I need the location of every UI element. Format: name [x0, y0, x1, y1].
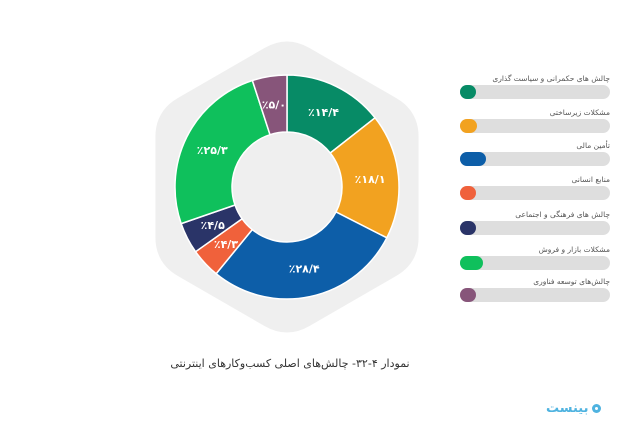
chart-caption: نمودار ۴-۳۲- چالش‌های اصلی کسب‌وکارهای ا… — [170, 357, 410, 370]
donut-slice-3 — [215, 210, 388, 300]
legend-label: مشکلات بازار و فروش — [538, 245, 610, 254]
slice-label-2: ٪۱۸/۱ — [355, 173, 386, 186]
legend-track — [460, 85, 610, 99]
legend-item: چالش های فرهنگی و اجتماعی — [460, 195, 610, 235]
donut-slice-7 — [251, 74, 288, 136]
slice-label-6: ٪۲۵/۳ — [197, 144, 228, 157]
slice-label-3: ٪۲۸/۴ — [289, 263, 320, 276]
legend-track — [460, 256, 610, 270]
brand-logo: بینست — [546, 400, 601, 416]
legend-track — [460, 186, 610, 200]
brand-logo-text: بینست — [546, 400, 589, 416]
slice-label-1: ٪۱۴/۴ — [308, 106, 339, 119]
legend-fill — [460, 85, 476, 99]
slice-label-4: ٪۴/۳ — [214, 238, 238, 251]
legend-label: چالش‌های توسعه فناوری — [533, 277, 610, 286]
dot-icon — [591, 403, 601, 413]
legend-track — [460, 152, 610, 166]
donut-slice-6 — [174, 79, 271, 225]
legend-label: چالش های حکمرانی و سیاست گذاری — [492, 74, 610, 83]
legend-item: مشکلات زیرساختی — [460, 93, 610, 133]
legend-label: تأمین مالی — [576, 141, 610, 150]
legend-label: منابع انسانی — [571, 175, 610, 184]
legend-fill — [460, 288, 476, 302]
legend-fill — [460, 221, 476, 235]
legend-item: منابع انسانی — [460, 160, 610, 200]
legend-track — [460, 288, 610, 302]
legend-item: مشکلات بازار و فروش — [460, 230, 610, 270]
legend-item: چالش های حکمرانی و سیاست گذاری — [460, 59, 610, 99]
slice-label-7: ٪۵/۰ — [262, 99, 286, 112]
legend-item: تأمین مالی — [460, 126, 610, 166]
legend-label: چالش های فرهنگی و اجتماعی — [515, 210, 610, 219]
legend-label: مشکلات زیرساختی — [549, 108, 610, 117]
legend-fill — [460, 186, 476, 200]
legend-fill — [460, 119, 477, 133]
slice-label-5: ٪۴/۵ — [201, 219, 225, 232]
legend-fill — [460, 152, 486, 166]
legend-track — [460, 221, 610, 235]
legend-track — [460, 119, 610, 133]
legend-fill — [460, 256, 484, 270]
legend-item: چالش‌های توسعه فناوری — [460, 262, 610, 302]
